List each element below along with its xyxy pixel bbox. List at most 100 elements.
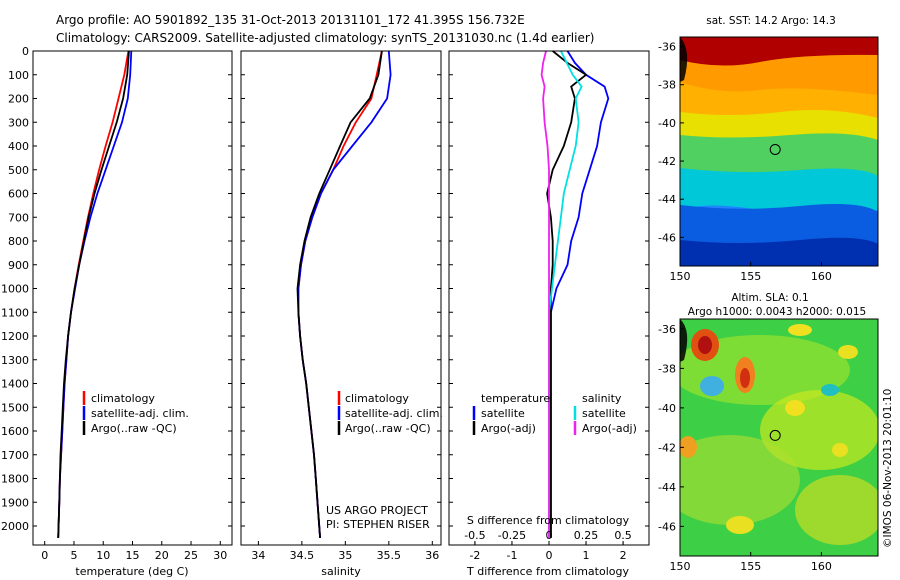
argo-location-marker <box>769 429 781 441</box>
sla-map-title: Altim. SLA: 0.1 <box>731 292 808 304</box>
legend-s-argo-label: Argo(-adj) <box>582 422 637 435</box>
s-tick-label: 0.25 <box>574 529 599 542</box>
depth-tick-label: 800 <box>8 235 29 248</box>
lat-tick-label: -36 <box>658 323 676 336</box>
depth-tick-label: 200 <box>8 93 29 106</box>
depth-tick-label: 1300 <box>1 354 29 367</box>
header-line-1: Argo profile: AO 5901892_135 31-Oct-2013… <box>56 13 525 27</box>
sst-lat-axis: -36 -38 -40 -42 -44 -46 <box>658 41 684 244</box>
t-difference-axis: -2 -1 0 1 2 <box>469 541 627 562</box>
s-tick-label: -0.5 <box>464 529 485 542</box>
depth-tick-label: 1800 <box>1 473 29 486</box>
depth-tick-label: 1500 <box>1 401 29 414</box>
sla-map-frame <box>679 318 879 557</box>
x-tick-label: -1 <box>506 549 517 562</box>
lat-tick-label: -40 <box>658 402 676 415</box>
temperature-frame <box>32 50 233 546</box>
lon-tick-label: 160 <box>811 560 832 573</box>
x-tick-label: 35.5 <box>377 549 402 562</box>
temperature-panel: 0100200300400500600700800900100011001200… <box>1 45 233 578</box>
legend-temperature-heading: temperature <box>481 392 550 405</box>
depth-tick-label: 1900 <box>1 496 29 509</box>
s-difference-xlabel: S difference from climatology <box>467 514 630 527</box>
lat-tick-label: -42 <box>658 441 676 454</box>
depth-tick-label: 900 <box>8 259 29 272</box>
legend-t-argo-label: Argo(-adj) <box>481 422 536 435</box>
series-line-satellite-adj-clim- <box>57 50 133 538</box>
lon-tick-label: 150 <box>670 270 691 283</box>
sst-map-title: sat. SST: 14.2 Argo: 14.3 <box>706 15 836 27</box>
legend-t-satellite-label: satellite <box>481 407 525 420</box>
depth-tick-label: 1200 <box>1 330 29 343</box>
salinity-panel: 34 34.5 35 35.5 36 salinity climatology sate… <box>240 50 443 578</box>
depth-tick-label: 1100 <box>1 306 29 319</box>
series-line-argo-raw-qc- <box>296 50 383 538</box>
sst-map-frame <box>679 36 879 267</box>
lat-tick-label: -44 <box>658 193 676 206</box>
lat-tick-label: -46 <box>658 520 676 533</box>
sst-map: sat. SST: 14.2 Argo: 14.3 -36 -38 -40 -42 -4… <box>658 15 879 283</box>
x-tick-label: 15 <box>126 549 140 562</box>
x-tick-label: 30 <box>213 549 227 562</box>
difference-panel: -2 -1 0 1 2 -0.5 -0.25 0 0.25 0.5 S difference f… <box>448 50 650 578</box>
x-tick-label: 10 <box>96 549 110 562</box>
salinity-series <box>296 50 392 538</box>
x-tick-label: 5 <box>70 549 77 562</box>
series-line-satellite-adj-clim- <box>297 50 392 538</box>
x-tick-label: 2 <box>620 549 627 562</box>
sla-map-subtitle: Argo h1000: 0.0043 h2000: 0.015 <box>688 306 866 318</box>
series-line-salinity-satellite <box>548 50 583 538</box>
depth-tick-label: 700 <box>8 211 29 224</box>
x-tick-label: 36 <box>425 549 439 562</box>
legend-argo-label: Argo(..raw -QC) <box>91 422 177 435</box>
x-tick-label: 34 <box>251 549 265 562</box>
sla-lon-axis: 150 155 160 <box>670 552 832 573</box>
salinity-depth-ticks <box>241 50 441 527</box>
sla-lat-axis: -36 -38 -40 -42 -44 -46 <box>658 323 684 533</box>
salinity-axis: 34 34.5 35 35.5 36 <box>251 541 439 562</box>
difference-depth-ticks <box>449 50 649 527</box>
series-line-argo-raw-qc- <box>57 50 130 538</box>
s-tick-label: 0 <box>546 529 553 542</box>
lat-tick-label: -38 <box>658 362 676 375</box>
s-tick-label: 0.5 <box>614 529 632 542</box>
depth-tick-label: 2000 <box>1 520 29 533</box>
sla-map: Altim. SLA: 0.1 Argo h1000: 0.0043 h2000… <box>658 292 894 573</box>
depth-tick-label: 1700 <box>1 449 29 462</box>
imos-timestamp: ©IMOS 06-Nov-2013 20:01:10 <box>882 389 894 548</box>
s-difference-axis: -0.5 -0.25 0 0.25 0.5 <box>464 529 632 545</box>
series-line-temperature-satellite <box>550 50 610 538</box>
temperature-xlabel: temperature (deg C) <box>75 565 188 578</box>
legend-satellite-label: satellite-adj. clim. <box>345 407 443 420</box>
legend-climatology-label: climatology <box>91 392 155 405</box>
x-tick-label: 0 <box>546 549 553 562</box>
t-difference-xlabel: T difference from climatology <box>466 565 629 578</box>
temperature-legend: climatology satellite-adj. clim. Argo(..… <box>82 391 189 435</box>
x-tick-label: 20 <box>155 549 169 562</box>
depth-tick-label: 100 <box>8 69 29 82</box>
legend-satellite-label: satellite-adj. clim. <box>91 407 189 420</box>
temperature-axis: 0 5 10 15 20 25 30 <box>41 541 227 562</box>
lat-tick-label: -44 <box>658 481 676 494</box>
series-line-salinity-argo-adj- <box>540 50 550 538</box>
lon-tick-label: 160 <box>811 270 832 283</box>
x-tick-label: 34.5 <box>290 549 315 562</box>
difference-series <box>540 50 610 538</box>
x-tick-label: 1 <box>583 549 590 562</box>
x-tick-label: -2 <box>469 549 480 562</box>
lat-tick-label: -42 <box>658 155 676 168</box>
x-tick-label: 0 <box>41 549 48 562</box>
project-annotation: US ARGO PROJECT <box>326 504 428 517</box>
lon-tick-label: 155 <box>740 270 761 283</box>
depth-tick-label: 300 <box>8 116 29 129</box>
depth-axis: 0 100 200 300 400 500 600 700 800 900 1000 1100 1200… <box>1 45 232 533</box>
depth-tick-label: 500 <box>8 164 29 177</box>
salinity-legend: climatology satellite-adj. clim. Argo(..… <box>337 391 443 435</box>
pi-annotation: PI: STEPHEN RISER <box>326 518 430 531</box>
lat-tick-label: -38 <box>658 79 676 92</box>
legend-climatology-label: climatology <box>345 392 409 405</box>
sst-lon-axis: 150 155 160 <box>670 262 832 283</box>
legend-s-satellite-label: satellite <box>582 407 626 420</box>
lon-tick-label: 155 <box>740 560 761 573</box>
salinity-xlabel: salinity <box>321 565 361 578</box>
